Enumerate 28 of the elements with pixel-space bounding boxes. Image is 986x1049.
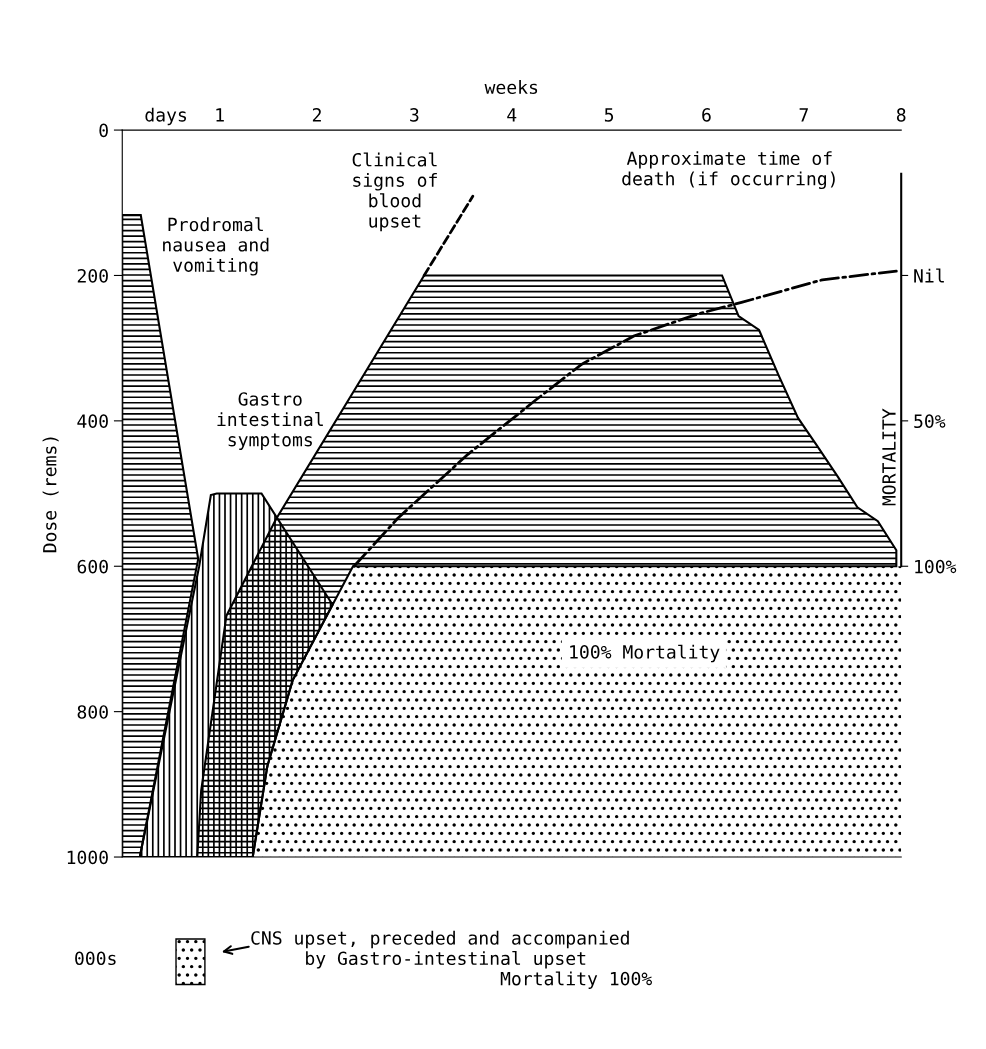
- x-tick-label: 1: [216, 108, 224, 122]
- annotation: Gastro intestinal symptoms: [217, 392, 323, 450]
- x-tick-label: 4: [507, 108, 517, 122]
- y2-axis-title: MORTALITY: [882, 408, 896, 506]
- text: 000s: [75, 951, 116, 966]
- annotation: Approximate time of death (if occurring): [622, 151, 835, 190]
- y2-tick-label: 50%: [914, 414, 946, 429]
- annotation: Prodromal nausea and vomiting: [163, 217, 269, 276]
- y-tick-label: 800: [77, 705, 108, 719]
- annotation: Clinical signs of blood upset: [352, 152, 437, 232]
- x-tick-label: 3: [410, 108, 419, 122]
- y-tick-label: 0: [99, 123, 108, 138]
- annotation: 100% Mortality: [570, 644, 720, 663]
- x-tick-label: 7: [799, 108, 808, 122]
- y-tick-label: 1000: [67, 850, 108, 865]
- y-tick-label: 200: [77, 268, 108, 283]
- y-tick-label: 400: [77, 414, 108, 429]
- x-tick-label: 8: [896, 108, 906, 122]
- text: CNS upset, preceded and accompanied by Gastro-intestinal upset Mortality 100%: [251, 930, 652, 989]
- y-axis-title: Dose (rems): [42, 437, 59, 553]
- y-tick-label: 600: [77, 559, 108, 574]
- x-tick-label: days: [145, 107, 187, 126]
- y2-tick-label: 100%: [915, 559, 957, 574]
- x-tick-label: 5: [604, 108, 614, 122]
- y2-tick-label: Nil: [914, 268, 944, 283]
- x-axis-title: weeks: [484, 80, 538, 95]
- x-tick-label: 6: [702, 108, 711, 122]
- x-tick-label: 2: [312, 108, 321, 122]
